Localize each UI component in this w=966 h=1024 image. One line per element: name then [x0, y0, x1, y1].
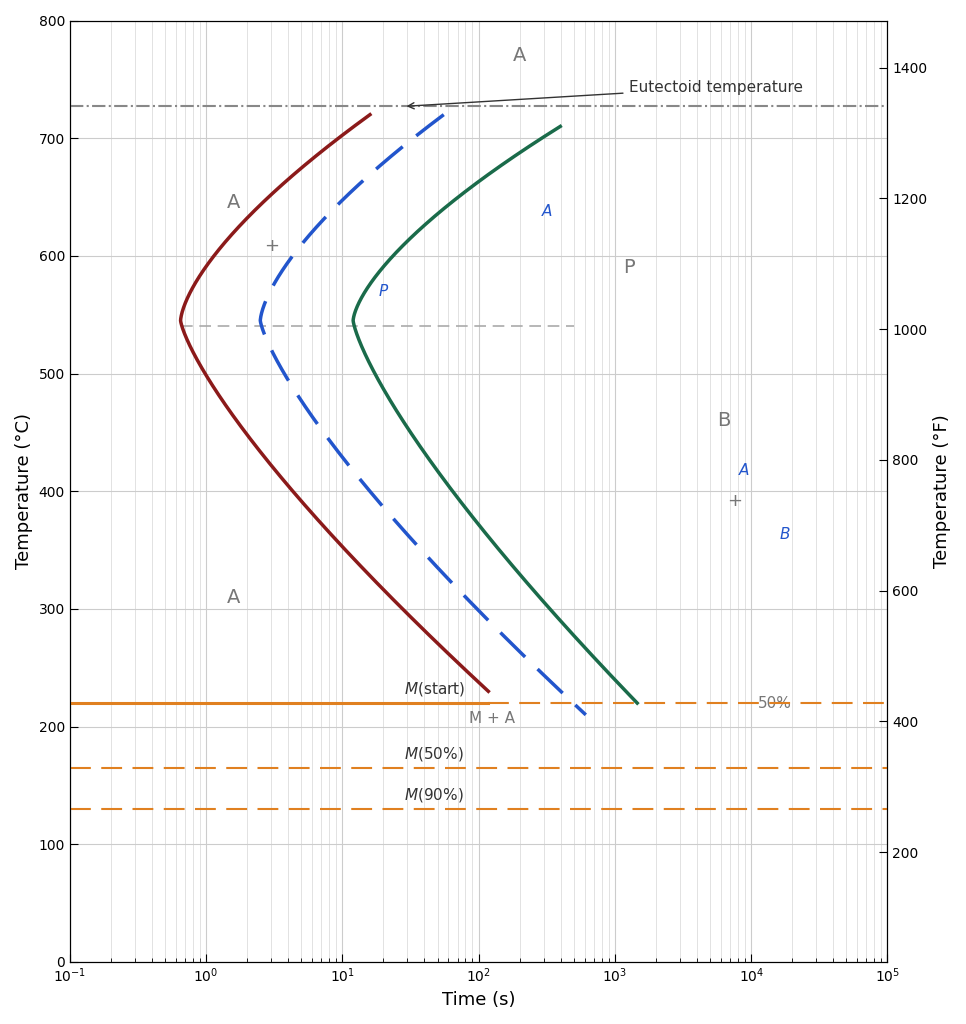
Text: P: P [623, 258, 635, 278]
Text: A: A [542, 204, 552, 219]
Text: $M$(90%): $M$(90%) [404, 785, 464, 804]
Text: +: + [264, 238, 279, 255]
Text: A: A [739, 463, 750, 477]
Text: A: A [227, 194, 240, 212]
Y-axis label: Temperature (°F): Temperature (°F) [933, 415, 951, 568]
Text: B: B [780, 527, 790, 543]
Text: Eutectoid temperature: Eutectoid temperature [408, 80, 803, 109]
Y-axis label: Temperature (°C): Temperature (°C) [15, 414, 33, 569]
Text: $M$(50%): $M$(50%) [404, 744, 464, 763]
Text: A: A [227, 588, 240, 606]
X-axis label: Time (s): Time (s) [441, 991, 516, 1009]
Text: +: + [727, 492, 742, 510]
Text: B: B [717, 411, 730, 430]
Text: $M$(start): $M$(start) [404, 680, 465, 698]
Text: P: P [379, 284, 388, 299]
Text: 50%: 50% [758, 695, 792, 711]
Text: A: A [513, 46, 526, 66]
Text: M + A: M + A [469, 711, 515, 726]
